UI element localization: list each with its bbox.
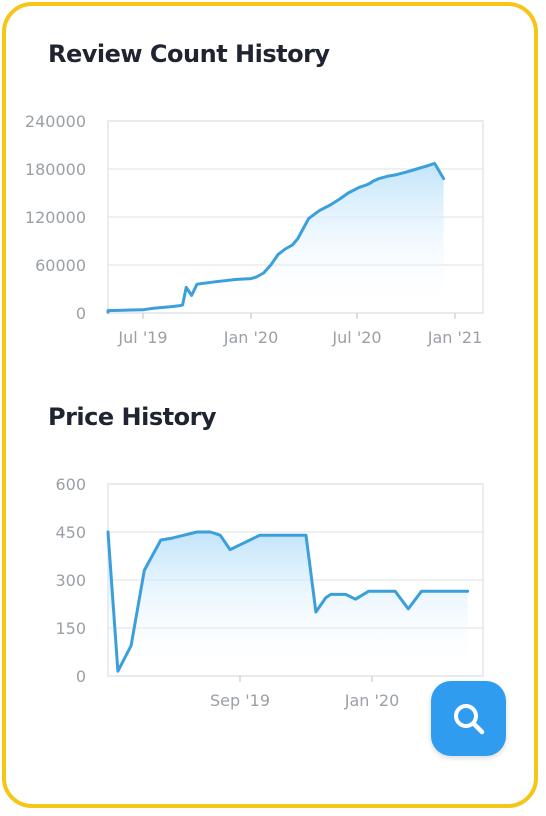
- price-x-tick-label: Jan '20: [344, 691, 400, 710]
- price-history-chart: 600 450 300 150 0 Sep '19 Jan '20: [55, 475, 484, 710]
- review-count-chart: 240000 180000 120000 60000 0 Jul '19 Jan '20 Ju…: [25, 112, 484, 347]
- review-y-tick-label: 60000: [35, 256, 86, 275]
- review-y-tick-label: 120000: [25, 208, 86, 227]
- price-series-line: [106, 530, 470, 673]
- price-x-tick-label: Sep '19: [210, 691, 270, 710]
- review-x-tick-label: Jan '20: [223, 328, 279, 347]
- review-count-title: Review Count History: [48, 40, 330, 68]
- review-x-tick-label: Jan '21: [427, 328, 483, 347]
- review-y-tick-label: 240000: [25, 112, 86, 131]
- search-icon: [453, 703, 484, 734]
- price-y-tick-label: 450: [55, 523, 86, 542]
- review-area-fill: [108, 163, 444, 313]
- price-area-fill: [108, 532, 468, 676]
- review-series-line: [106, 161, 446, 314]
- search-button[interactable]: [431, 681, 506, 756]
- price-y-tick-label: 300: [55, 571, 86, 590]
- review-y-tick-label: 180000: [25, 160, 86, 179]
- price-y-tick-label: 0: [76, 667, 86, 686]
- price-y-tick-label: 600: [55, 475, 86, 494]
- review-x-tick-label: Jul '19: [117, 328, 167, 347]
- review-y-tick-label: 0: [76, 304, 86, 323]
- price-y-tick-label: 150: [55, 619, 86, 638]
- review-x-tick-label: Jul '20: [331, 328, 381, 347]
- price-history-title: Price History: [48, 403, 217, 431]
